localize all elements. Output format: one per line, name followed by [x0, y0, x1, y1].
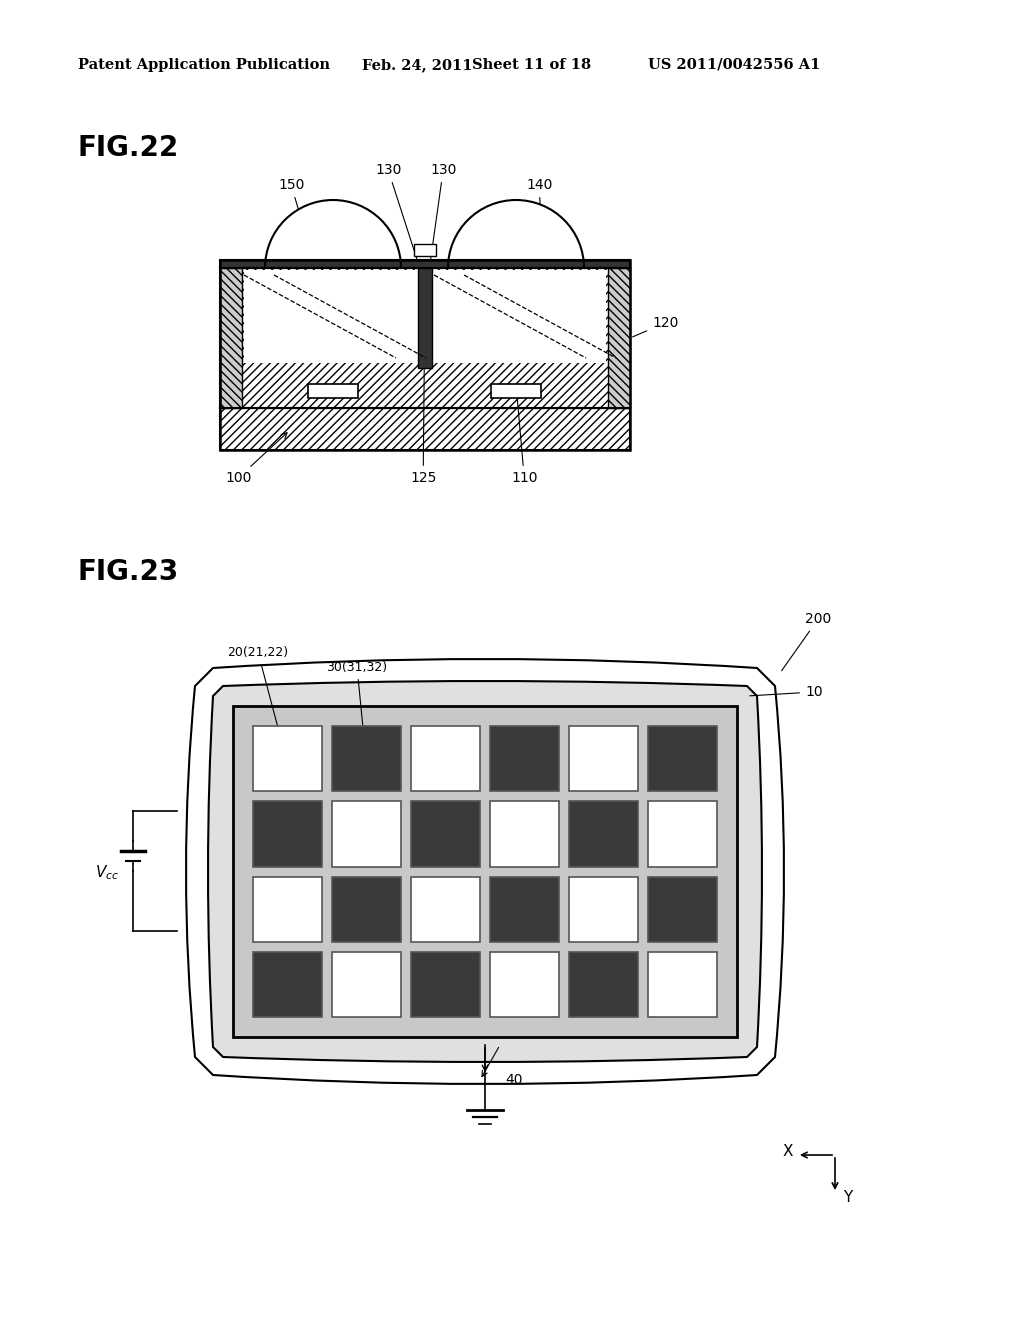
Bar [411, 726, 480, 791]
Bar [411, 952, 480, 1016]
Bar [332, 801, 401, 866]
Text: 110: 110 [511, 388, 538, 484]
Bar [608, 268, 630, 408]
Bar [490, 384, 541, 399]
Bar [569, 876, 638, 941]
Bar [569, 952, 638, 1016]
Text: 20(21,22): 20(21,22) [227, 645, 289, 760]
Text: 100: 100 [225, 433, 287, 484]
Bar [569, 726, 638, 791]
Text: 125: 125 [410, 292, 436, 484]
Text: FIG.23: FIG.23 [78, 558, 179, 586]
Bar [253, 726, 322, 791]
Bar [648, 876, 717, 941]
Text: $V_{cc}$: $V_{cc}$ [95, 863, 119, 882]
Text: 120: 120 [633, 315, 678, 337]
Bar [220, 408, 630, 450]
Text: 150: 150 [278, 178, 304, 222]
Bar [490, 801, 559, 866]
Bar [411, 876, 480, 941]
Text: 200: 200 [781, 612, 831, 671]
Bar [648, 801, 717, 866]
Text: Patent Application Publication: Patent Application Publication [78, 58, 330, 73]
Bar [220, 268, 630, 408]
Text: 10: 10 [750, 685, 822, 700]
Text: US 2011/0042556 A1: US 2011/0042556 A1 [648, 58, 820, 73]
Text: Y: Y [844, 1189, 853, 1204]
Bar [233, 706, 737, 1038]
Bar [332, 876, 401, 941]
Bar [220, 260, 630, 450]
Wedge shape [265, 201, 401, 268]
Text: 130: 130 [375, 162, 422, 276]
Bar [490, 876, 559, 941]
Bar [253, 952, 322, 1016]
Bar [432, 271, 606, 363]
Text: Sheet 11 of 18: Sheet 11 of 18 [472, 58, 591, 73]
Bar [648, 726, 717, 791]
Bar [418, 268, 432, 368]
Bar [490, 726, 559, 791]
Bar [490, 952, 559, 1016]
Wedge shape [449, 201, 584, 268]
Text: Feb. 24, 2011: Feb. 24, 2011 [362, 58, 472, 73]
Text: 40: 40 [505, 1073, 522, 1086]
Bar [414, 244, 436, 256]
Bar [569, 801, 638, 866]
Text: X: X [782, 1144, 794, 1159]
Bar [220, 268, 242, 408]
Bar [308, 384, 358, 399]
Bar [332, 726, 401, 791]
Bar [648, 952, 717, 1016]
Text: 130: 130 [428, 162, 457, 276]
PathPatch shape [186, 659, 784, 1084]
Text: 30(31,32): 30(31,32) [327, 661, 388, 759]
Text: 140: 140 [526, 178, 552, 222]
Bar [411, 801, 480, 866]
Bar [220, 260, 630, 268]
Bar [253, 801, 322, 866]
Bar [332, 952, 401, 1016]
PathPatch shape [208, 681, 762, 1063]
Text: FIG.22: FIG.22 [78, 135, 179, 162]
Bar [244, 271, 418, 363]
Bar [253, 876, 322, 941]
